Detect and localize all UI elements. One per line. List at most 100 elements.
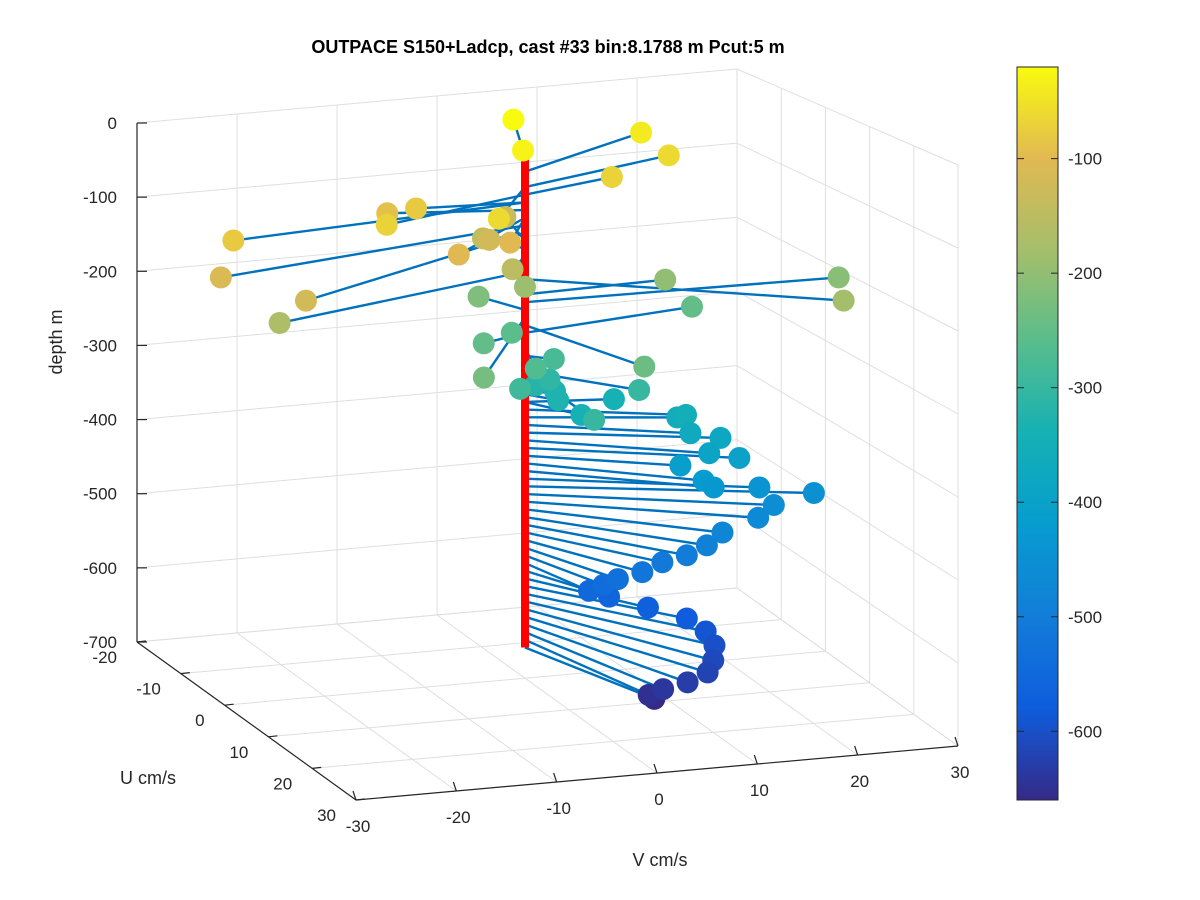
velocity-vector [524,546,619,581]
data-point [268,311,291,334]
data-point [702,476,725,499]
data-point [675,607,698,630]
velocity-vector [524,454,681,467]
velocity-vector [524,538,643,574]
velocity-vector [524,154,670,189]
colorbar-tick-label: -300 [1068,379,1102,398]
gridline [180,619,782,675]
data-point [654,268,677,291]
data-point [676,671,699,694]
colorbar-tick-label: -200 [1068,264,1102,283]
gridline [736,513,959,664]
v-tick-label: -30 [346,817,371,836]
u-tick-label: 20 [273,774,292,793]
data-point [467,285,490,308]
axis-ticks: 0-100-200-300-400-500-600-700-20-1001020… [83,114,969,836]
gridline [736,68,959,166]
z-axis-label: depth m [46,309,66,374]
velocity-vector [524,462,704,482]
v-tick-label: 30 [951,763,970,782]
gridline [268,682,870,738]
data-point [633,355,656,378]
u-tick-mark [224,703,234,706]
colorbar-tick-label: -400 [1068,493,1102,512]
z-tick-label: -700 [83,633,117,652]
velocity-vector [524,485,814,495]
velocity-vector [279,270,526,325]
data-point [832,289,855,312]
data-point [514,275,536,298]
velocity-vector [524,592,706,633]
u-tick-label: 0 [195,711,204,730]
v-tick-label: -10 [546,799,571,818]
v-tick-mark [352,790,357,801]
z-tick-label: -400 [83,411,117,430]
data-point [675,403,698,426]
u-tick-mark [312,766,322,769]
data-point [728,446,751,469]
data-points [209,108,855,710]
velocity-vector [524,492,774,507]
u-tick-label: 10 [229,743,248,762]
z-tick-label: -300 [83,336,117,355]
data-point [681,295,704,318]
z-tick-label: -500 [83,485,117,504]
gridline [136,68,738,124]
v-tick-label: 20 [850,772,869,791]
z-tick-label: -600 [83,559,117,578]
z-tick-label: 0 [108,114,117,133]
gridline [136,142,738,198]
u-tick-mark [180,672,190,675]
data-point [652,678,675,701]
data-point [600,166,623,189]
velocity-vectors [220,119,844,700]
z-tick-label: -100 [83,188,117,207]
data-point [675,544,698,567]
velocity-vector [524,408,687,417]
data-point [499,231,522,254]
velocity-vector [524,631,664,691]
data-point [696,661,719,684]
colorbar: -100 -200 -300 -400 -500 -600 [1016,66,1102,801]
velocity-vector [386,193,526,226]
data-point [487,207,510,230]
colorbar-tick-label: -600 [1068,722,1102,741]
velocity-vector [524,278,666,296]
data-point [405,197,428,220]
data-point [375,213,398,236]
gridline [736,290,959,415]
velocity-vector [524,423,691,435]
data-point [747,506,770,529]
u-tick-mark [268,735,278,738]
v-tick-mark [452,781,457,792]
gridline [736,439,959,581]
velocity-vector [524,397,614,404]
velocity-vector [524,305,693,335]
colorbar-tick-label: -100 [1068,150,1102,169]
velocity-vector [416,201,526,210]
gridline [736,142,959,249]
v-tick-mark [653,763,658,774]
gridline [136,587,738,643]
y-axis-label: U cm/s [120,768,176,788]
gridline [736,587,959,747]
data-point [500,321,523,344]
velocity-vector [524,646,655,700]
data-point [802,482,825,505]
chart-title: OUTPACE S150+Ladcp, cast #33 bin:8.1788 … [311,37,784,57]
data-point [478,228,501,251]
data-point [711,521,734,544]
velocity-vector [524,600,715,647]
data-point [762,494,785,517]
v-tick-mark [553,772,558,783]
data-point [501,258,524,281]
data-point [628,379,651,402]
gridline [336,623,557,783]
v-tick-label: 0 [654,790,663,809]
velocity-vector [524,439,710,455]
u-tick-label: -20 [92,648,117,667]
v-tick-mark [954,736,959,747]
u-tick-label: 30 [317,806,336,825]
velocity-vector [524,615,708,674]
velocity-vector [524,531,663,564]
